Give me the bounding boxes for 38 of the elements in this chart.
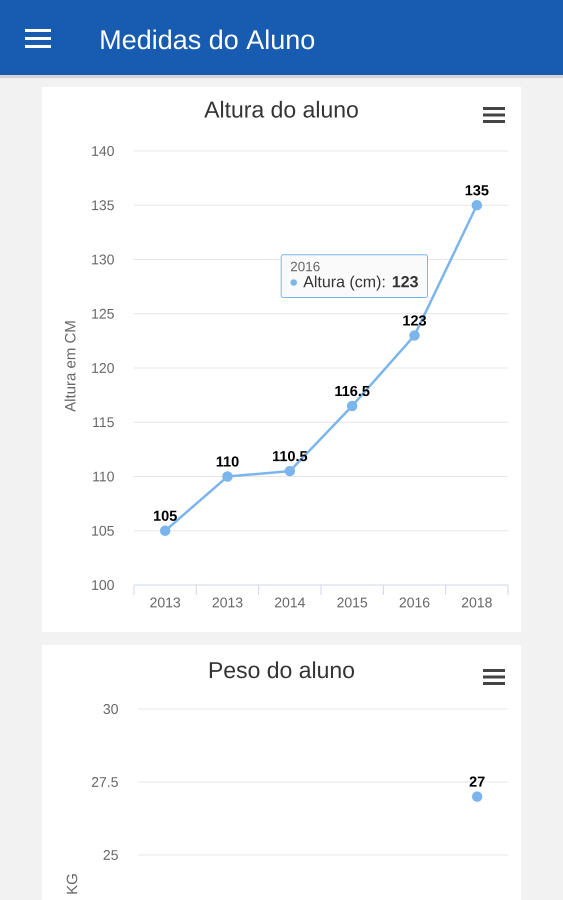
chart-title: Peso do aluno	[210, 661, 354, 678]
y-axis-title: KG	[66, 874, 78, 894]
point	[284, 466, 296, 476]
text: Medidas do Aluno	[101, 29, 314, 50]
data-label: 105	[154, 510, 177, 521]
y-tick-label: 130	[92, 254, 114, 264]
x-tick-label: 2015	[337, 598, 368, 608]
y-tick-label: 105	[92, 526, 114, 536]
point	[472, 200, 482, 211]
point	[346, 400, 358, 412]
annotation: 2016	[290, 262, 320, 272]
x-tick-label: 2018	[462, 598, 492, 608]
point	[222, 471, 233, 482]
y-tick-label: 110	[93, 472, 114, 482]
y-tick-label: 135	[92, 200, 114, 210]
data-label: 116.5	[335, 386, 370, 396]
data-label: 110	[216, 456, 239, 467]
x-tick-label: 2013	[150, 598, 180, 608]
data-label: 110.5	[273, 450, 308, 462]
y-tick-label: 115	[93, 417, 114, 428]
y-tick-label: 120	[92, 363, 114, 373]
point	[409, 330, 420, 341]
x-tick-label: 2016	[400, 598, 430, 608]
y-tick-label: 27.5	[92, 777, 118, 787]
y-tick-label: 30	[103, 704, 118, 714]
y-axis-title: Altura em CM	[64, 321, 76, 412]
chart-title: Altura do aluno	[204, 100, 358, 118]
data-label: 123	[403, 315, 426, 326]
y-tick-label: 100	[92, 580, 114, 590]
annotation: Altura (cm): 123	[303, 276, 418, 290]
y-tick-label: 140	[92, 146, 114, 156]
y-tick-label: 125	[92, 308, 114, 319]
point	[160, 526, 170, 536]
x-tick-label: 2013	[212, 598, 242, 608]
data-label: 135	[466, 185, 489, 196]
x-tick-label: 2014	[274, 598, 305, 608]
data-label: 27	[470, 776, 485, 787]
y-tick-label: 25	[104, 850, 118, 860]
